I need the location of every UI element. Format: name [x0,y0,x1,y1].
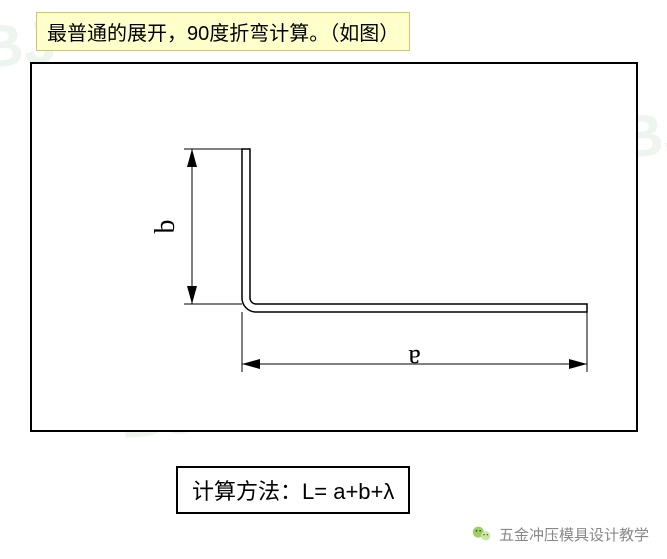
dimension-b: b [150,149,242,304]
formula-expression: L= a+b+λ [302,479,394,504]
formula-prefix: 计算方法： [192,479,302,504]
wechat-icon [471,523,493,545]
diagram-svg: b a [32,64,640,434]
formula-box: 计算方法：L= a+b+λ [176,466,410,514]
dimension-a: a [242,312,587,374]
title-box: 最普通的展开，90度折弯计算。（如图） [36,12,410,51]
wechat-label: 五金冲压模具设计教学 [499,524,649,545]
lshape [242,149,587,312]
dimension-a-label: a [408,343,421,374]
title-text: 最普通的展开，90度折弯计算。（如图） [47,23,399,45]
diagram-frame: b a [30,62,638,432]
wechat-footer: 五金冲压模具设计教学 [471,523,649,545]
dimension-b-label: b [150,220,181,234]
